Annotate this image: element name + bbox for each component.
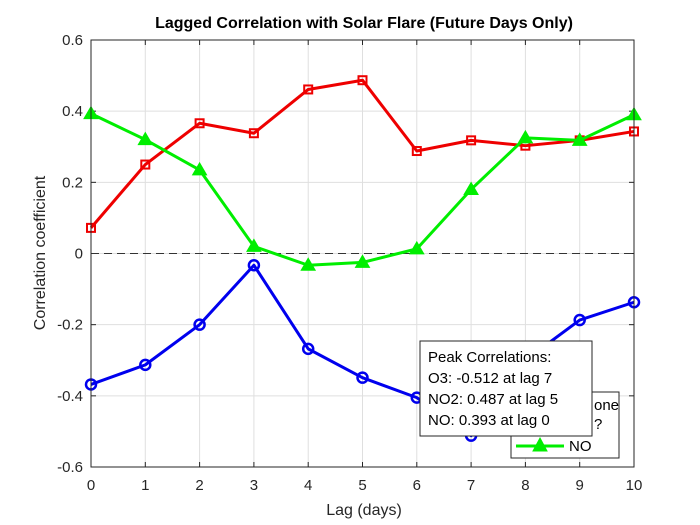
legend-entry-partial-1: one — [594, 397, 619, 414]
x-tick-label: 10 — [626, 477, 643, 494]
data-point — [137, 131, 154, 146]
data-point — [248, 128, 259, 139]
data-point — [466, 135, 477, 146]
annotation-line-o3: O3: -0.512 at lag 7 — [428, 370, 552, 387]
data-point — [301, 342, 315, 356]
x-tick-label: 9 — [576, 477, 584, 494]
data-point — [411, 146, 422, 157]
x-tick-label: 1 — [141, 477, 149, 494]
x-tick-labels: 0 1 2 3 4 5 6 7 8 9 10 — [87, 477, 643, 494]
legend-label-no: NO — [569, 438, 592, 455]
y-axis-label: Correlation coefficient — [32, 175, 49, 330]
peak-correlations-annotation: Peak Correlations: O3: -0.512 at lag 7 N… — [419, 340, 593, 437]
data-point — [247, 258, 261, 272]
plot-frame — [90, 39, 635, 468]
data-point — [463, 181, 479, 195]
x-tick-label: 6 — [413, 477, 421, 494]
y-tick-label: -0.6 — [57, 459, 83, 476]
annotation-box — [419, 340, 593, 437]
data-point — [517, 129, 534, 144]
annotation-title: Peak Correlations: — [428, 349, 551, 366]
data-point — [356, 371, 369, 384]
y-tick-label: 0.4 — [62, 103, 83, 120]
x-tick-label: 7 — [467, 477, 475, 494]
x-tick-label: 2 — [195, 477, 203, 494]
data-point — [571, 132, 588, 146]
y-tick-label: 0.2 — [62, 174, 83, 191]
data-point — [354, 254, 371, 268]
data-point — [194, 118, 205, 129]
x-tick-label: 4 — [304, 477, 312, 494]
data-point — [408, 240, 425, 255]
data-point — [139, 358, 152, 372]
series-line — [89, 78, 635, 229]
y-tick-label: -0.2 — [57, 317, 83, 334]
data-point — [300, 257, 317, 271]
data-point — [193, 318, 206, 331]
annotation-line-no: NO: 0.393 at lag 0 — [428, 412, 550, 429]
data-point — [191, 161, 208, 176]
y-tick-label: 0.6 — [62, 32, 83, 49]
data-point — [246, 238, 262, 252]
x-tick-label: 8 — [521, 477, 529, 494]
data-point — [303, 84, 314, 95]
x-axis-label: Lag (days) — [326, 502, 402, 519]
y-tick-label: 0 — [75, 246, 83, 263]
chart-title: Lagged Correlation with Solar Flare (Fut… — [155, 15, 573, 32]
y-tick-labels: -0.6 -0.4 -0.2 0 0.2 0.4 0.6 — [57, 32, 83, 476]
x-tick-label: 5 — [358, 477, 366, 494]
data-point — [357, 75, 368, 86]
data-point — [573, 313, 586, 327]
x-tick-label: 0 — [87, 477, 95, 494]
annotation-line-no2: NO2: 0.487 at lag 5 — [428, 391, 558, 408]
y-tick-label: -0.4 — [57, 388, 83, 405]
data-point — [140, 159, 151, 170]
legend-entry-partial-2: ? — [594, 416, 602, 433]
x-tick-label: 3 — [250, 477, 258, 494]
legend-marker-no — [532, 436, 548, 452]
